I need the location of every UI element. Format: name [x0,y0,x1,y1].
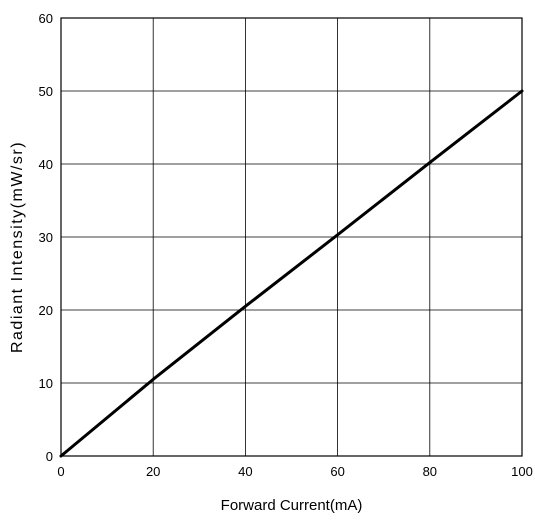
x-tick-label: 40 [238,464,252,479]
x-axis-title: Forward Current(mA) [221,497,363,514]
series-line-0 [59,89,524,458]
y-tick-label: 40 [39,157,53,172]
plot-frame [60,17,523,457]
series-layer [59,89,524,458]
x-tick-label: 20 [146,464,160,479]
y-tick-label: 50 [39,84,53,99]
grid [61,18,522,456]
x-tick-label: 0 [57,464,64,479]
y-tick-label: 0 [46,449,53,464]
y-tick-label: 30 [39,230,53,245]
y-tick-label: 10 [39,376,53,391]
x-tick-labels: 0 20 40 60 80 100 [57,464,532,479]
y-axis-title: Radiant Intensity(mW/sr) [9,141,26,353]
x-tick-label: 100 [511,464,533,479]
y-tick-label: 60 [39,11,53,26]
x-tick-label: 80 [423,464,437,479]
x-tick-label: 60 [330,464,344,479]
y-tick-labels: 0 10 20 30 40 50 60 [39,11,53,464]
y-tick-label: 20 [39,303,53,318]
